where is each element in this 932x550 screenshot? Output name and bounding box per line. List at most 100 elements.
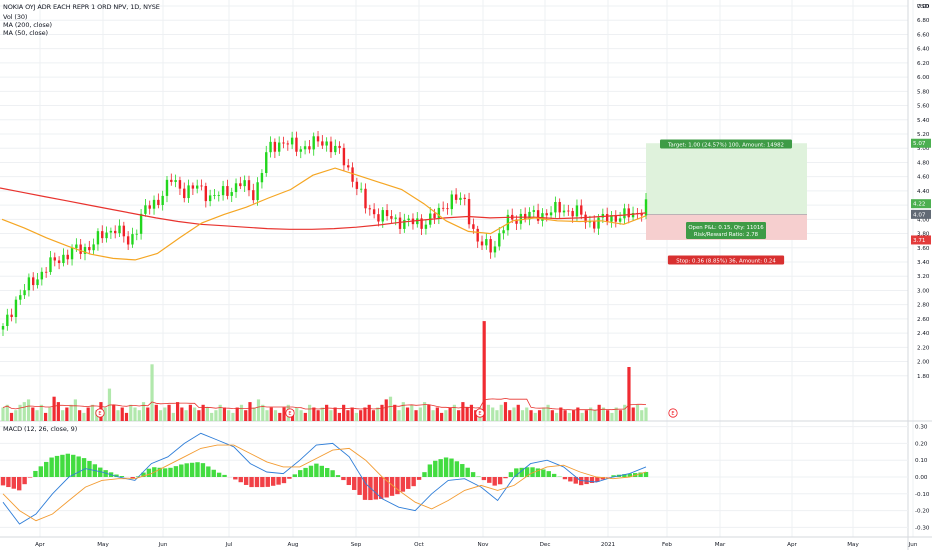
volume-bar (124, 412, 129, 421)
macd-histogram-bar (27, 477, 33, 478)
price-tick-label: 6.20 (917, 61, 930, 67)
volume-bar (82, 412, 86, 421)
macd-histogram-bar (600, 477, 605, 480)
macd-histogram-bar (589, 477, 595, 483)
candle (541, 213, 544, 221)
volume-bar (644, 407, 648, 421)
volume-bar (18, 404, 22, 421)
price-tick-label: 3.60 (917, 246, 930, 252)
candle (308, 146, 311, 150)
volume-bar (610, 412, 614, 421)
volume-bar (31, 407, 35, 421)
candle (152, 199, 156, 209)
candle (131, 234, 134, 245)
macd-histogram-bar (379, 477, 384, 499)
candle (368, 208, 372, 210)
macd-legend[interactable]: MACD (12, 26, close, 9) (3, 425, 78, 433)
candle (204, 185, 208, 202)
macd-histogram-bar (325, 468, 330, 477)
volume-bar (146, 407, 150, 421)
candle (1, 326, 5, 330)
candle (450, 194, 454, 210)
macd-histogram-bar (362, 477, 368, 500)
time-tick-label: Jun (158, 542, 168, 548)
time-tick-label: Jun (908, 542, 918, 548)
price-tag-label: 3.71 (913, 238, 926, 244)
candle (493, 246, 497, 253)
price-tag (911, 235, 931, 245)
time-tick-label: Mar (715, 542, 726, 548)
price-tick-label: 6.00 (917, 75, 930, 81)
volume-bar (265, 410, 269, 421)
volume-bar (418, 407, 422, 421)
candle (191, 185, 195, 189)
macd-histogram-bar (519, 467, 524, 477)
volume-bar (346, 410, 350, 421)
macd-histogram-bar (243, 477, 249, 485)
candle (282, 142, 285, 144)
macd-histogram-bar (411, 477, 416, 487)
symbol-legend: NOKIA OYJ ADR EACH REPR 1 ORD NPV, 1D, N… (3, 3, 160, 11)
target-label-text: Target: 1.00 (24.57%) 100, Amount: 14982 (667, 143, 784, 149)
candle (23, 290, 26, 296)
volume-bar (512, 407, 516, 421)
volume-bar (112, 404, 116, 421)
candle (403, 220, 406, 229)
volume-bar (222, 407, 227, 421)
volume-bar (529, 410, 533, 421)
candle (252, 190, 255, 201)
candle (390, 216, 393, 219)
volume-bar (427, 404, 431, 421)
candle (92, 244, 95, 251)
volume-bar (14, 410, 18, 421)
volume-bar (218, 404, 222, 421)
candle (118, 225, 121, 234)
candle (57, 260, 61, 264)
macd-histogram-bar (71, 454, 76, 477)
candle (148, 205, 151, 209)
volume-bar (384, 399, 388, 421)
macd-histogram-bar (449, 458, 454, 477)
volume-bar (278, 412, 282, 421)
macd-histogram-bar (352, 477, 357, 490)
candle (122, 225, 126, 237)
macd-histogram-bar (206, 466, 211, 477)
candle (6, 314, 9, 326)
price-tick-label: 2.40 (917, 331, 930, 337)
candle (286, 143, 290, 145)
macd-histogram-bar (406, 477, 411, 489)
candle (437, 207, 441, 219)
candle (528, 211, 531, 220)
price-tag (911, 138, 931, 148)
candle (640, 213, 643, 216)
candle (226, 186, 229, 196)
candle (144, 205, 147, 214)
volume-bar (474, 410, 478, 421)
volume-bar (184, 410, 188, 421)
volume-bar (499, 404, 503, 421)
volume-bar (35, 410, 39, 421)
price-tag-label: 4.22 (913, 202, 925, 208)
macd-histogram-bar (389, 477, 395, 496)
volume-bar (397, 410, 401, 421)
price-tick-label: 2.00 (917, 360, 930, 366)
ma50-legend[interactable]: MA (50, close) (3, 29, 48, 37)
macd-histogram-bar (76, 456, 81, 477)
candle (580, 205, 583, 215)
volume-bar (167, 404, 171, 421)
macd-histogram-bar (460, 464, 465, 477)
vol-legend[interactable]: Vol (30) (3, 13, 28, 21)
volume-bar (231, 412, 235, 421)
price-tick-label: 3.00 (917, 288, 930, 294)
price-tick-label: 1.80 (917, 374, 930, 380)
price-tick-label: 3.20 (917, 274, 930, 280)
candle (549, 212, 553, 216)
time-tick-label: Apr (35, 542, 45, 548)
volume-bar (129, 404, 133, 421)
ma200-legend[interactable]: MA (200, close) (3, 21, 52, 29)
macd-histogram-bar (200, 463, 206, 477)
macd-histogram-bar (189, 462, 195, 477)
volume-bar (520, 410, 525, 421)
price-tick-label: 4.40 (917, 189, 930, 195)
